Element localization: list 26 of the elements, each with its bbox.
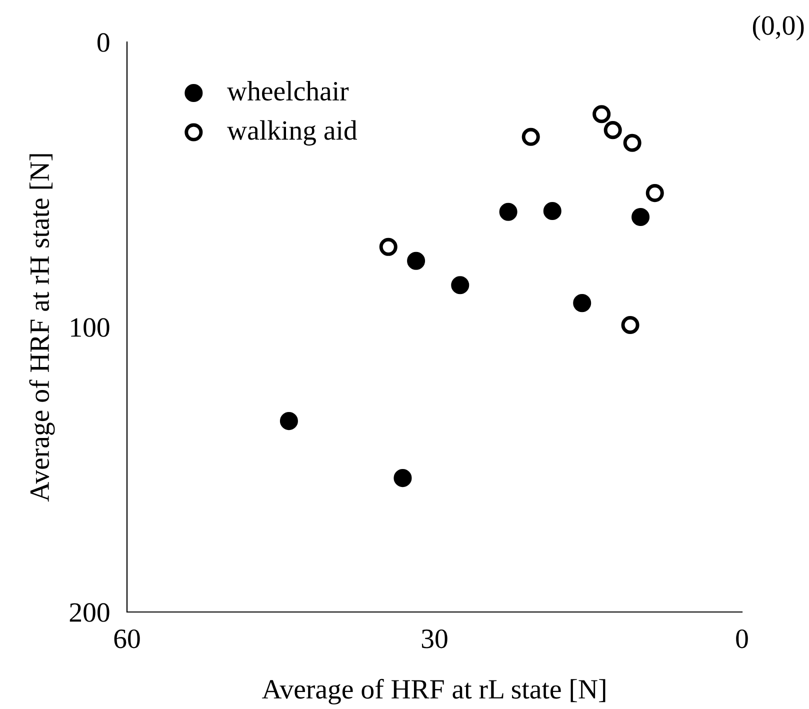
point <box>623 134 642 152</box>
point <box>407 252 426 270</box>
point <box>499 202 518 221</box>
x-tick-label: 60 <box>114 629 140 648</box>
point <box>604 121 622 140</box>
text: (0,0) <box>752 15 804 41</box>
y-tick-label: 100 <box>71 318 110 337</box>
point <box>592 105 611 124</box>
point <box>379 238 398 256</box>
x-tick-label: 30 <box>422 629 448 648</box>
point <box>280 412 298 430</box>
y-tick-label: 200 <box>70 603 110 622</box>
y-axis-title: Average of HRF at rH state [N] <box>29 154 55 502</box>
point <box>543 202 562 220</box>
point <box>394 469 412 488</box>
legend-label: walking aid <box>227 120 358 146</box>
point <box>646 184 664 202</box>
legend-label: wheelchair <box>227 81 349 101</box>
point <box>573 294 592 312</box>
point <box>621 316 640 334</box>
point <box>632 208 650 226</box>
x-axis-title: Average of HRF at rL state [N] <box>262 678 606 704</box>
x-tick-label: 0 <box>736 629 748 648</box>
y-tick-label: 0 <box>98 33 110 52</box>
point <box>522 128 540 146</box>
point <box>451 276 470 294</box>
